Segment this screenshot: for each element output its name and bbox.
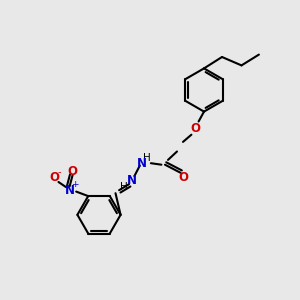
Text: O: O bbox=[49, 171, 59, 184]
Text: O: O bbox=[190, 122, 200, 135]
Text: -: - bbox=[58, 167, 61, 177]
Text: N: N bbox=[64, 184, 75, 196]
Text: O: O bbox=[178, 171, 189, 184]
Text: +: + bbox=[71, 180, 79, 189]
Text: N: N bbox=[127, 174, 137, 187]
Text: N: N bbox=[137, 157, 147, 170]
Text: H: H bbox=[120, 182, 128, 192]
Text: O: O bbox=[68, 165, 78, 178]
Text: H: H bbox=[143, 153, 151, 163]
